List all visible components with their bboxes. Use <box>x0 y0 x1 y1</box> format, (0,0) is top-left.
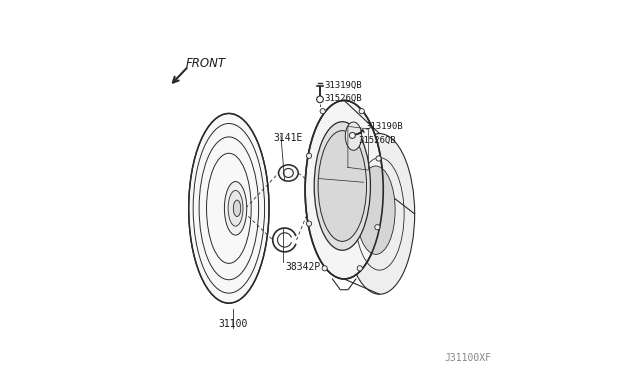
Text: 38342P: 38342P <box>286 262 321 272</box>
Ellipse shape <box>225 182 246 235</box>
Ellipse shape <box>189 113 269 303</box>
Circle shape <box>359 109 364 114</box>
Text: FRONT: FRONT <box>186 57 226 70</box>
Text: 31526QB: 31526QB <box>358 135 396 144</box>
Circle shape <box>375 225 380 230</box>
Text: J31100XF: J31100XF <box>444 353 491 363</box>
Text: 31319QB: 31319QB <box>324 81 362 90</box>
Ellipse shape <box>314 122 371 250</box>
Circle shape <box>376 156 381 161</box>
Ellipse shape <box>228 190 243 226</box>
Circle shape <box>322 266 327 271</box>
Text: 31526QB: 31526QB <box>324 94 362 103</box>
Ellipse shape <box>305 100 383 279</box>
Circle shape <box>357 266 362 271</box>
Ellipse shape <box>344 134 415 294</box>
Circle shape <box>317 96 323 103</box>
Ellipse shape <box>234 200 241 217</box>
Ellipse shape <box>278 165 298 181</box>
Circle shape <box>307 153 312 158</box>
Ellipse shape <box>284 169 293 177</box>
Ellipse shape <box>318 131 367 241</box>
Ellipse shape <box>346 122 362 150</box>
Text: 31100: 31100 <box>218 319 247 329</box>
Circle shape <box>320 109 325 114</box>
Circle shape <box>349 132 355 138</box>
Ellipse shape <box>356 166 395 254</box>
Text: 3141E: 3141E <box>273 133 303 143</box>
Circle shape <box>307 221 312 226</box>
Text: 313190B: 313190B <box>365 122 403 131</box>
